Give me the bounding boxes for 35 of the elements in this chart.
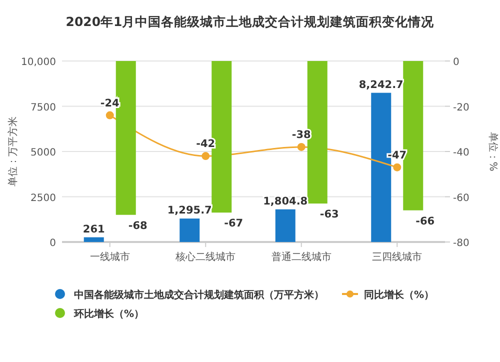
x-tick-label: 核心二线城市	[174, 251, 236, 263]
y-axis-title: 单位：万平方米	[7, 116, 19, 186]
point	[297, 142, 306, 151]
y2-tick-label: -40	[453, 148, 470, 158]
y2-tick-label: -20	[453, 102, 470, 114]
x-tick-label: 三四线城市	[372, 251, 422, 263]
x-tick-label: 一线城市	[90, 251, 130, 263]
y2-tick-label: 0	[453, 57, 460, 68]
data-label: 1,804.8	[263, 195, 308, 208]
y-tick-label: 0	[50, 238, 56, 249]
data-label: 1,295.7	[167, 204, 212, 217]
data-label: -63	[320, 208, 339, 221]
legend-label: 同比增长（%）	[364, 289, 434, 301]
y-tick-label: 2500	[30, 192, 56, 204]
y2-axis-title: 单位：%	[487, 132, 499, 172]
y-tick-label: 7500	[30, 102, 56, 114]
y-tick-label: 10,000	[21, 57, 56, 68]
legend-label: 环比增长（%）	[73, 308, 144, 320]
data-label: -67	[224, 218, 244, 230]
x-tick-label: 普通二线城市	[271, 251, 332, 263]
y2-tick-label: -60	[453, 192, 470, 204]
data-label: -66	[416, 215, 435, 228]
point	[393, 163, 402, 172]
y-tick-label: 5000	[30, 148, 56, 158]
point	[106, 111, 114, 120]
legend-label: 中国各能级城市土地成交合计规划建筑面积（万平方米）	[74, 289, 324, 301]
data-label: -68	[128, 220, 148, 232]
bar	[275, 209, 296, 242]
data-label: 261	[82, 223, 105, 236]
point	[202, 152, 210, 160]
y2-tick-label: -80	[453, 238, 470, 249]
bar	[180, 218, 200, 242]
data-label: 8,242.7	[358, 78, 404, 91]
chart-title: 2020年1月中国各能级城市土地成交合计规划建筑面积变化情况	[66, 14, 436, 29]
bar	[84, 237, 104, 242]
